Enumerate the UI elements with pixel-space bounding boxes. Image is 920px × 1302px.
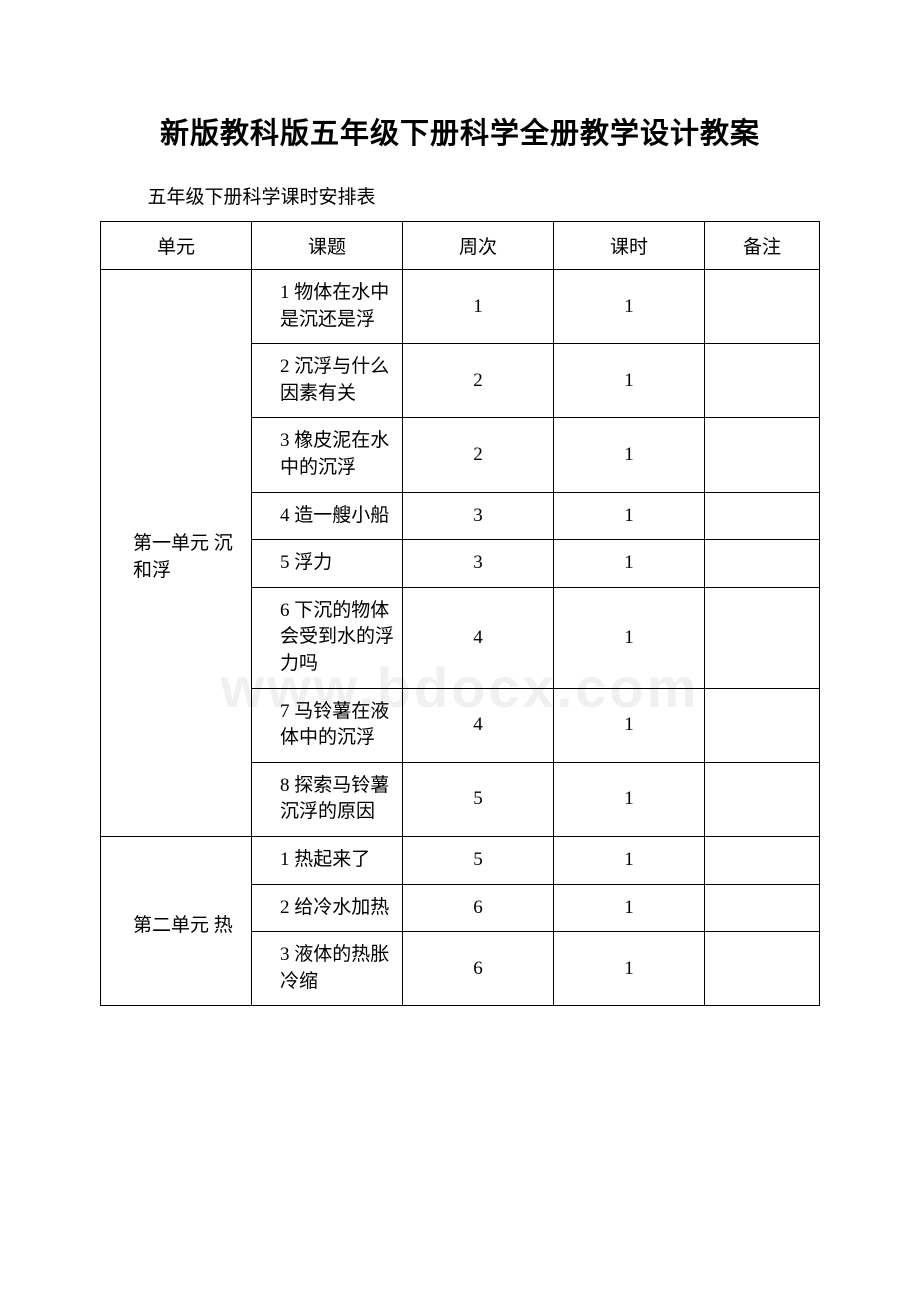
- note-cell: [704, 688, 819, 762]
- week-cell: 3: [402, 492, 553, 540]
- week-cell: 4: [402, 587, 553, 688]
- topic-cell: 6 下沉的物体会受到水的浮力吗: [251, 587, 402, 688]
- table-header-row: 单元 课题 周次 课时 备注: [101, 222, 820, 270]
- table-row: 第一单元 沉和浮 1 物体在水中是沉还是浮 1 1: [101, 270, 820, 344]
- topic-cell: 2 给冷水加热: [251, 884, 402, 932]
- week-cell: 6: [402, 884, 553, 932]
- week-cell: 4: [402, 688, 553, 762]
- topic-cell: 1 物体在水中是沉还是浮: [251, 270, 402, 344]
- hours-cell: 1: [553, 762, 704, 836]
- topic-cell: 1 热起来了: [251, 836, 402, 884]
- week-cell: 2: [402, 344, 553, 418]
- hours-cell: 1: [553, 836, 704, 884]
- topic-cell: 7 马铃薯在液体中的沉浮: [251, 688, 402, 762]
- note-cell: [704, 344, 819, 418]
- note-cell: [704, 884, 819, 932]
- week-cell: 3: [402, 540, 553, 588]
- header-week: 周次: [402, 222, 553, 270]
- topic-cell: 3 液体的热胀冷缩: [251, 932, 402, 1006]
- hours-cell: 1: [553, 884, 704, 932]
- hours-cell: 1: [553, 932, 704, 1006]
- hours-cell: 1: [553, 587, 704, 688]
- topic-cell: 5 浮力: [251, 540, 402, 588]
- note-cell: [704, 540, 819, 588]
- hours-cell: 1: [553, 540, 704, 588]
- note-cell: [704, 587, 819, 688]
- document-subtitle: 五年级下册科学课时安排表: [100, 182, 820, 209]
- document-title: 新版教科版五年级下册科学全册教学设计教案: [100, 110, 820, 152]
- header-unit: 单元: [101, 222, 252, 270]
- note-cell: [704, 418, 819, 492]
- topic-cell: 4 造一艘小船: [251, 492, 402, 540]
- header-note: 备注: [704, 222, 819, 270]
- hours-cell: 1: [553, 418, 704, 492]
- hours-cell: 1: [553, 492, 704, 540]
- note-cell: [704, 836, 819, 884]
- unit-cell: 第二单元 热: [101, 836, 252, 1005]
- note-cell: [704, 932, 819, 1006]
- unit-cell: 第一单元 沉和浮: [101, 270, 252, 837]
- week-cell: 6: [402, 932, 553, 1006]
- topic-cell: 2 沉浮与什么因素有关: [251, 344, 402, 418]
- header-hours: 课时: [553, 222, 704, 270]
- hours-cell: 1: [553, 270, 704, 344]
- header-topic: 课题: [251, 222, 402, 270]
- hours-cell: 1: [553, 344, 704, 418]
- week-cell: 1: [402, 270, 553, 344]
- schedule-table: 单元 课题 周次 课时 备注 第一单元 沉和浮 1 物体在水中是沉还是浮 1 1…: [100, 221, 820, 1006]
- week-cell: 5: [402, 836, 553, 884]
- note-cell: [704, 270, 819, 344]
- note-cell: [704, 492, 819, 540]
- hours-cell: 1: [553, 688, 704, 762]
- note-cell: [704, 762, 819, 836]
- week-cell: 5: [402, 762, 553, 836]
- topic-cell: 3 橡皮泥在水中的沉浮: [251, 418, 402, 492]
- topic-cell: 8 探索马铃薯沉浮的原因: [251, 762, 402, 836]
- week-cell: 2: [402, 418, 553, 492]
- table-row: 第二单元 热 1 热起来了 5 1: [101, 836, 820, 884]
